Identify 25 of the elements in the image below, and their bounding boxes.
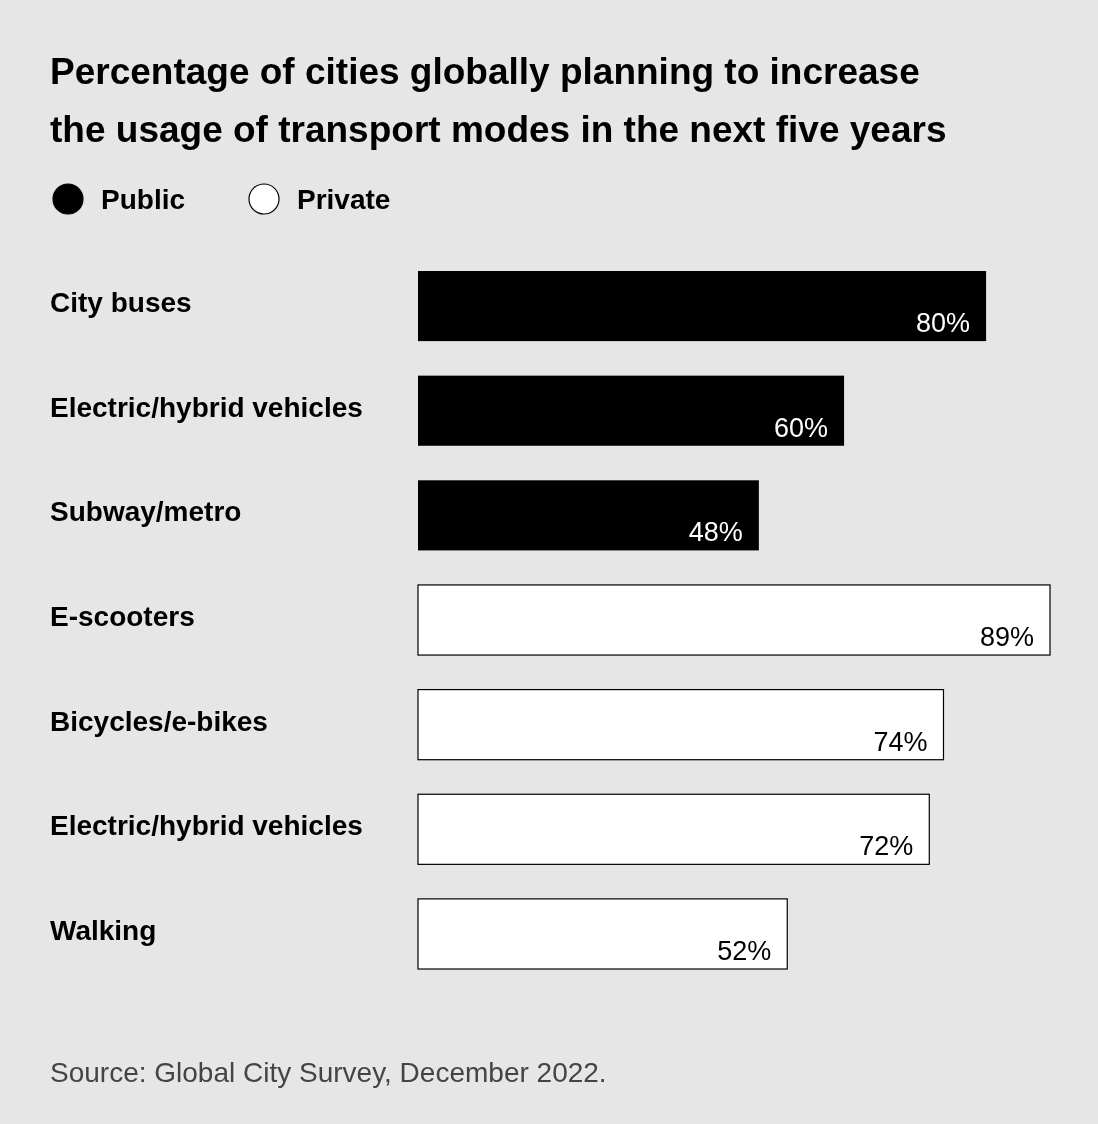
y-tick-label: Electric/hybrid vehicles xyxy=(50,810,363,842)
bar xyxy=(417,793,930,865)
legend-label: Public xyxy=(101,184,186,215)
data-label: 89% xyxy=(979,622,1034,653)
data-label: 72% xyxy=(859,831,914,862)
source-note: Source: Global City Survey, December 2022. xyxy=(50,1057,607,1088)
y-tick-label: City buses xyxy=(50,287,192,318)
data-label: 48% xyxy=(688,517,743,548)
bar xyxy=(418,375,845,446)
legend-label: Private xyxy=(297,184,391,215)
data-label: 80% xyxy=(916,308,971,339)
chart-title: Percentage of cities globally planning to increase the usage of transport modes in the next five years xyxy=(50,51,947,150)
bar xyxy=(418,480,759,551)
bar xyxy=(417,688,945,761)
data-label: 60% xyxy=(774,412,829,443)
data-label: 74% xyxy=(873,726,928,757)
bar xyxy=(417,898,788,970)
bar xyxy=(417,584,1051,656)
data-label: 52% xyxy=(717,936,772,966)
y-tick-label: Bicycles/e-bikes xyxy=(50,705,268,737)
bar xyxy=(418,271,987,342)
y-tick-label: Subway/metro xyxy=(50,496,242,528)
y-tick-label: E-scooters xyxy=(50,600,195,632)
y-tick-label: Walking xyxy=(50,914,157,946)
y-tick-label: Electric/hybrid vehicles xyxy=(50,391,363,423)
